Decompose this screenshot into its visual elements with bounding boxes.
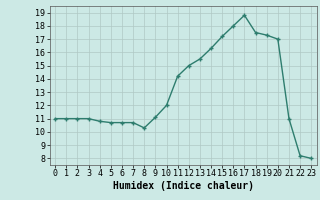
X-axis label: Humidex (Indice chaleur): Humidex (Indice chaleur): [113, 181, 254, 191]
